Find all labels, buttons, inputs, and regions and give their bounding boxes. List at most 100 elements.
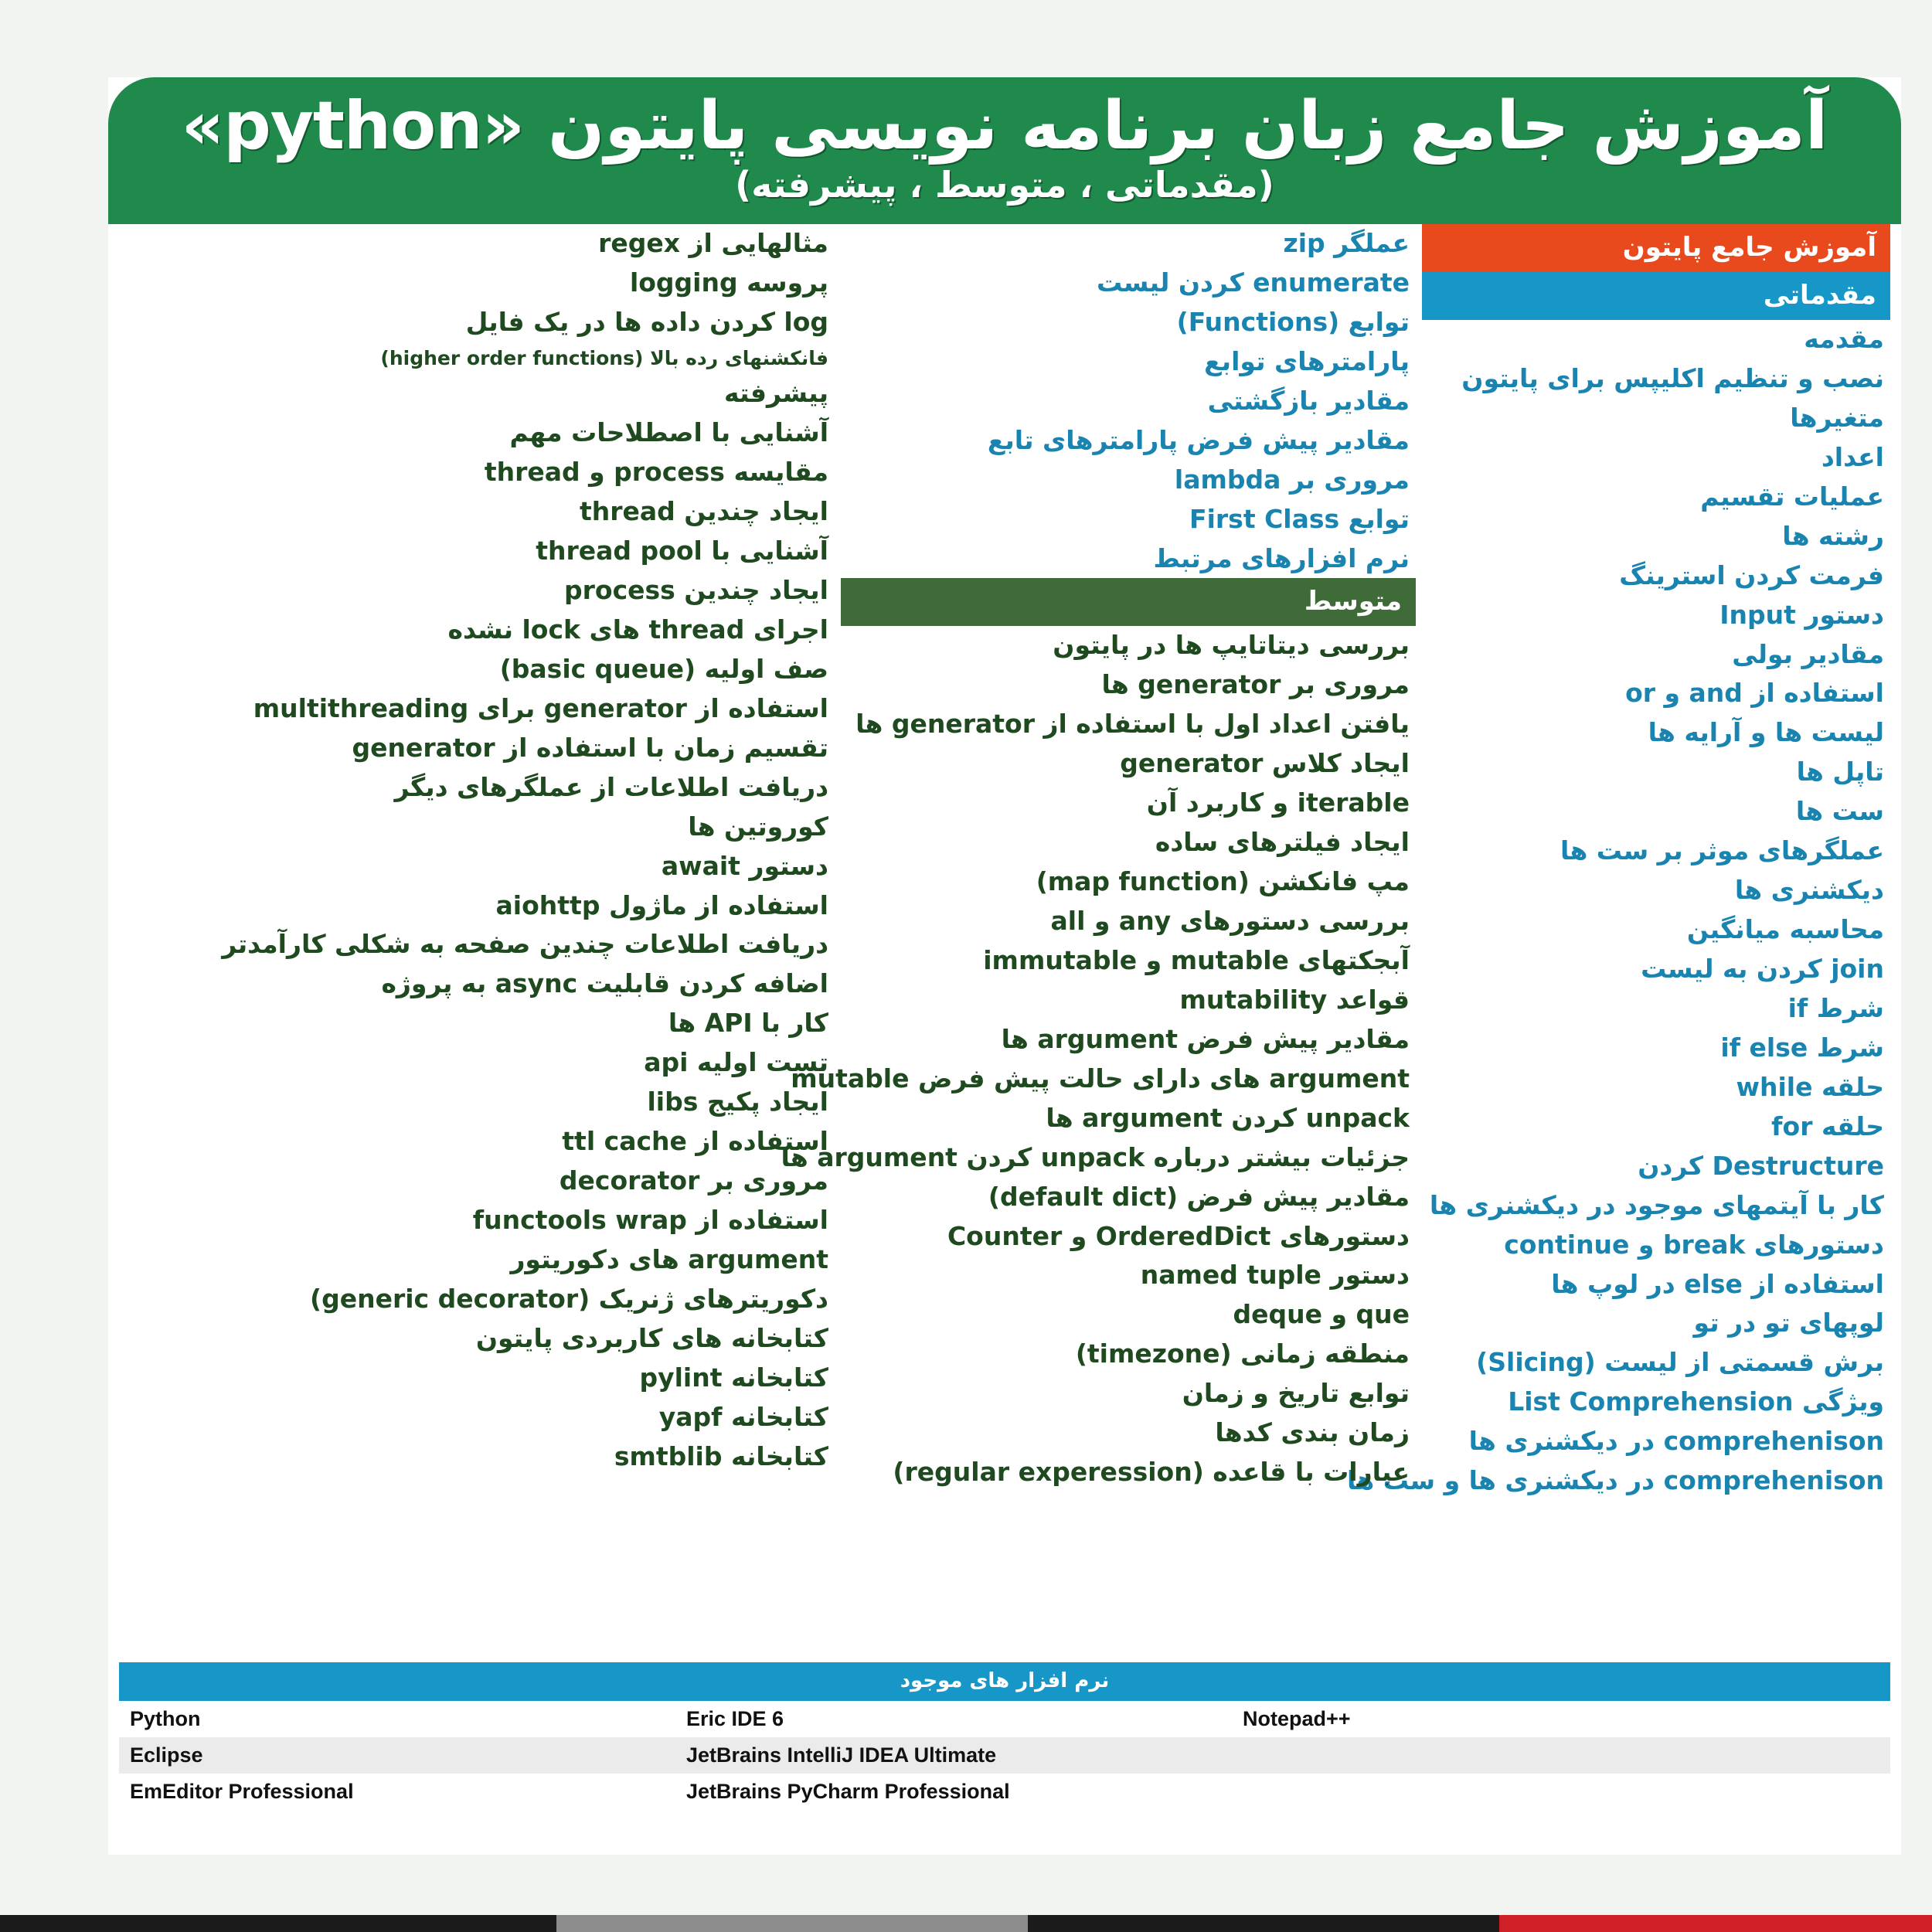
list-item[interactable]: log کردن داده ها در یک فایل: [465, 306, 828, 337]
list-item[interactable]: دستورهای break و continue: [1504, 1229, 1884, 1260]
list-item[interactable]: اعداد: [1821, 441, 1884, 472]
list-item[interactable]: لیست ها و آرایه ها: [1648, 717, 1884, 748]
list-item[interactable]: پیشرفته: [723, 378, 828, 409]
list-item[interactable]: دستور named tuple: [1140, 1260, 1410, 1291]
list-item[interactable]: دریافت اطلاعات چندین صفحه به شکلی کارآمد…: [222, 929, 828, 960]
list-item[interactable]: زمان بندی کدها: [1215, 1417, 1410, 1448]
list-item[interactable]: صف اولیه (basic queue): [499, 653, 828, 684]
list-item[interactable]: ایجاد فیلترهای ساده: [1155, 827, 1410, 858]
list-item[interactable]: فانکشنهای رده بالا (higher order functio…: [380, 346, 828, 369]
list-item[interactable]: استفاده از functools wrap: [472, 1205, 828, 1235]
list-item[interactable]: کتابخانه های کاربردی پایتون: [475, 1322, 828, 1353]
list-item[interactable]: عملگر zip: [1283, 228, 1410, 258]
list-item[interactable]: نرم افزارهای مرتبط: [1153, 543, 1410, 573]
list-item[interactable]: ویژگی List Comprehension: [1508, 1386, 1884, 1417]
list-item[interactable]: محاسبه میانگین: [1686, 914, 1884, 945]
list-item[interactable]: تاپل ها: [1796, 757, 1884, 787]
list-item[interactable]: argument های دارای حالت پیش فرض mutable: [791, 1063, 1410, 1094]
list-item[interactable]: استفاده از ttl cache: [562, 1126, 828, 1157]
list-item[interactable]: iterable و کاربرد آن: [1146, 787, 1410, 818]
list-item[interactable]: شرط if: [1787, 992, 1884, 1023]
list-item[interactable]: enumerate کردن لیست: [1096, 267, 1410, 298]
list-item[interactable]: رشته ها: [1782, 520, 1884, 551]
list-item[interactable]: عملگرهای موثر بر ست ها: [1560, 835, 1884, 866]
list-item[interactable]: مثالهایی از regex: [598, 228, 828, 258]
list-item[interactable]: comprehenison در دیکشنری ها و ست ها: [1346, 1465, 1884, 1496]
list-item[interactable]: پروسه logging: [629, 267, 828, 298]
list-item[interactable]: حلقه while: [1736, 1071, 1885, 1102]
list-item[interactable]: مقادیر پیش فرض argument ها: [1001, 1023, 1410, 1054]
table-cell: EmEditor Professional: [130, 1780, 354, 1803]
list-item[interactable]: ایجاد کلاس generator: [1120, 748, 1410, 779]
list-item[interactable]: کتابخانه smtblib: [614, 1440, 828, 1471]
list-item[interactable]: لوپهای تو در تو: [1693, 1308, 1884, 1338]
list-item[interactable]: ست ها: [1795, 796, 1884, 827]
list-item[interactable]: دیکشنری ها: [1734, 875, 1884, 906]
list-item[interactable]: توابع First Class: [1189, 503, 1410, 534]
list-item[interactable]: بررسی دیتاتایپ ها در پایتون: [1053, 630, 1410, 661]
list-item[interactable]: دریافت اطلاعات از عملگرهای دیگر: [394, 771, 828, 802]
list-item[interactable]: Destructure کردن: [1638, 1150, 1884, 1181]
software-band-label: نرم افزار های موجود: [119, 1662, 1890, 1701]
list-item[interactable]: آشنایی با thread pool: [536, 536, 828, 566]
list-item[interactable]: comprehenison در دیکشنری ها: [1468, 1426, 1884, 1457]
list-item[interactable]: توابع تاریخ و زمان: [1182, 1378, 1410, 1409]
list-item[interactable]: مقایسه process و thread: [484, 457, 828, 488]
table-cell: JetBrains IntelliJ IDEA Ultimate: [686, 1743, 997, 1767]
list-item[interactable]: استفاده از generator برای multithreading: [253, 692, 828, 723]
list-item[interactable]: آشنایی با اصطلاحات مهم: [509, 417, 828, 448]
list-item[interactable]: مپ فانکشن (map function): [1036, 866, 1410, 897]
list-item[interactable]: مقادیر بولی: [1732, 638, 1884, 669]
list-item[interactable]: منطقه زمانی (timezone): [1075, 1338, 1410, 1369]
list-item[interactable]: متغیرها: [1790, 402, 1884, 433]
list-item[interactable]: ایجاد چندین process: [564, 575, 828, 605]
list-item[interactable]: کار با API ها: [668, 1008, 828, 1039]
list-item[interactable]: unpack کردن argument ها: [1046, 1102, 1410, 1133]
list-item[interactable]: بررسی دستورهای any و all: [1050, 906, 1410, 936]
list-item[interactable]: دستور Input: [1719, 599, 1884, 630]
list-item[interactable]: ایجاد پکیج libs: [647, 1087, 828, 1117]
list-item[interactable]: استفاده از else در لوپ ها: [1551, 1268, 1884, 1299]
list-item[interactable]: دستورهای OrderedDict و Counter: [947, 1220, 1410, 1251]
list-item[interactable]: مروری بر lambda: [1174, 464, 1410, 495]
list-item[interactable]: یافتن اعداد اول با استفاده از generator …: [855, 709, 1410, 740]
list-item[interactable]: استفاده از and و or: [1625, 678, 1884, 709]
list-item[interactable]: برش قسمتی از لیست (Slicing): [1476, 1347, 1884, 1378]
list-item[interactable]: دکوریترهای ژنریک (generic decorator): [310, 1283, 828, 1314]
list-item[interactable]: شرط if else: [1720, 1032, 1884, 1063]
table-cell: Eric IDE 6: [686, 1707, 784, 1730]
list-item[interactable]: کار با آیتمهای موجود در دیکشنری ها: [1429, 1189, 1884, 1220]
list-item[interactable]: ایجاد چندین thread: [579, 496, 828, 527]
list-item[interactable]: پارامترهای توابع: [1204, 345, 1410, 376]
list-item[interactable]: مروری بر decorator: [559, 1165, 828, 1196]
list-item[interactable]: اجرای thread های lock نشده: [447, 614, 828, 645]
list-item[interactable]: اضافه کردن قابلیت async به پروژه: [381, 968, 828, 999]
list-item[interactable]: جزئیات بیشتر درباره unpack کردن argument…: [781, 1141, 1410, 1172]
list-item[interactable]: فرمت کردن استرینگ: [1619, 560, 1884, 590]
list-item[interactable]: حلقه for: [1771, 1111, 1884, 1141]
list-item[interactable]: تقسیم زمان با استفاده از generator: [352, 732, 828, 763]
list-item[interactable]: کوروتین ها: [688, 811, 828, 842]
list-item[interactable]: que و deque: [1233, 1299, 1410, 1330]
list-item[interactable]: عملیات تقسیم: [1700, 481, 1884, 512]
list-item[interactable]: استفاده از ماژول aiohttp: [495, 889, 828, 920]
list-item[interactable]: آبجکتهای mutable و immutable: [983, 944, 1410, 975]
list-item[interactable]: کتابخانه pylint: [639, 1362, 828, 1393]
list-item[interactable]: مقدمه: [1804, 324, 1884, 354]
list-item[interactable]: تست اولیه api: [644, 1047, 828, 1078]
list-item[interactable]: دستور await: [661, 850, 828, 881]
column-advanced: مثالهایی از regex پروسه logging log کردن د…: [124, 224, 835, 1477]
list-item[interactable]: argument های دکوریتور: [510, 1243, 828, 1274]
list-item[interactable]: join کردن به لیست: [1641, 954, 1884, 984]
list-item[interactable]: مقادیر پیش فرض (default dict): [988, 1181, 1410, 1212]
list-item[interactable]: عبارات با قاعده (regular experession): [893, 1457, 1410, 1488]
list-item[interactable]: مقادیر بازگشتی: [1207, 385, 1410, 416]
list-item[interactable]: توابع (Functions): [1176, 306, 1410, 337]
poster-title: آموزش جامع زبان برنامه نویسی پایتون «pyt…: [181, 87, 1829, 165]
list-item[interactable]: کتابخانه yapf: [658, 1401, 828, 1432]
list-item[interactable]: مروری بر generator ها: [1101, 669, 1410, 700]
list-item[interactable]: مقادیر پیش فرض پارامترهای تابع: [987, 424, 1410, 455]
list-item[interactable]: قواعد mutability: [1179, 984, 1410, 1015]
list-item[interactable]: نصب و تنظیم اکلیپس برای پایتون: [1461, 362, 1884, 393]
footer-strip-black-1: [1028, 1915, 1499, 1932]
